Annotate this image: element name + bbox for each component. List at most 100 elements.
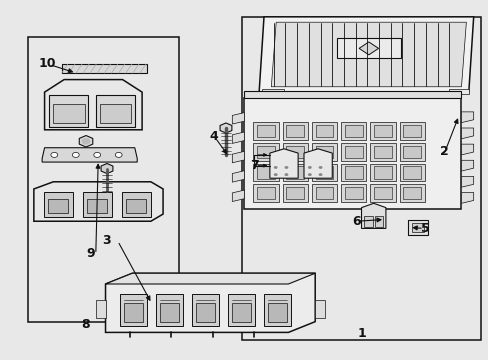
Polygon shape [232,171,244,182]
Bar [156,294,183,326]
Bar [282,184,307,202]
Bar [160,303,179,322]
Bar [311,163,336,181]
Polygon shape [34,182,163,221]
Bar [315,145,332,158]
Bar [48,199,68,213]
Circle shape [273,173,277,176]
Bar [192,294,219,326]
Bar [286,166,304,179]
Text: 2: 2 [439,145,448,158]
Bar [373,187,391,199]
Bar [373,125,391,137]
Bar [403,125,420,137]
Bar [315,187,332,199]
Polygon shape [461,128,473,139]
Circle shape [284,173,288,176]
Bar [336,39,400,58]
Circle shape [51,152,58,157]
Polygon shape [315,300,325,318]
Circle shape [82,138,90,144]
Bar [49,95,88,127]
Bar [403,145,420,158]
Bar [315,166,332,179]
Bar [253,184,278,202]
Bar [87,199,107,213]
Bar [196,303,215,322]
Bar [373,145,391,158]
Bar [369,184,395,202]
Bar [268,303,287,322]
Polygon shape [232,151,244,163]
Bar [61,64,147,73]
Bar [82,192,112,217]
Bar [311,122,336,140]
Bar [100,104,131,123]
Text: 6: 6 [352,215,360,228]
Bar [340,184,366,202]
Polygon shape [79,135,93,147]
Bar [399,122,424,140]
Bar [369,143,395,161]
Bar [282,122,307,140]
Polygon shape [461,160,473,171]
Bar [253,163,278,181]
Bar [403,187,420,199]
Text: 10: 10 [38,57,56,70]
Bar [232,303,251,322]
Bar [264,294,291,326]
Bar [27,37,178,321]
Bar [53,104,84,123]
Bar [286,125,304,137]
Polygon shape [44,80,142,130]
Bar [43,192,73,217]
Polygon shape [461,144,473,155]
Polygon shape [232,113,244,124]
Polygon shape [448,89,468,94]
Polygon shape [101,163,113,174]
Polygon shape [244,98,461,209]
Bar [340,122,366,140]
Bar [369,122,395,140]
Bar [257,125,274,137]
Bar [344,187,362,199]
Bar [340,163,366,181]
Polygon shape [461,193,473,203]
Bar [257,166,274,179]
Polygon shape [42,148,137,162]
Polygon shape [361,203,385,228]
Bar [403,166,420,179]
Polygon shape [304,149,331,178]
Bar [369,163,395,181]
Bar [126,199,146,213]
Bar [242,17,480,339]
Circle shape [273,166,277,169]
Bar [315,125,332,137]
Polygon shape [105,273,315,284]
Bar [411,223,423,231]
Bar [282,163,307,181]
Circle shape [318,173,322,176]
Bar [374,216,383,226]
Circle shape [72,152,79,157]
Bar [122,192,151,217]
Text: 9: 9 [86,247,95,260]
Text: 4: 4 [209,130,218,144]
Polygon shape [232,190,244,202]
Bar [257,187,274,199]
Bar [344,125,362,137]
Bar [282,143,307,161]
Bar [286,187,304,199]
Bar [340,143,366,161]
Bar [407,220,427,234]
Bar [344,145,362,158]
Bar [257,145,274,158]
Text: 8: 8 [81,318,90,331]
Bar [311,184,336,202]
Text: 1: 1 [356,327,365,340]
Bar [311,143,336,161]
Polygon shape [461,176,473,187]
Bar [253,143,278,161]
Bar [363,216,372,226]
Circle shape [307,166,311,169]
